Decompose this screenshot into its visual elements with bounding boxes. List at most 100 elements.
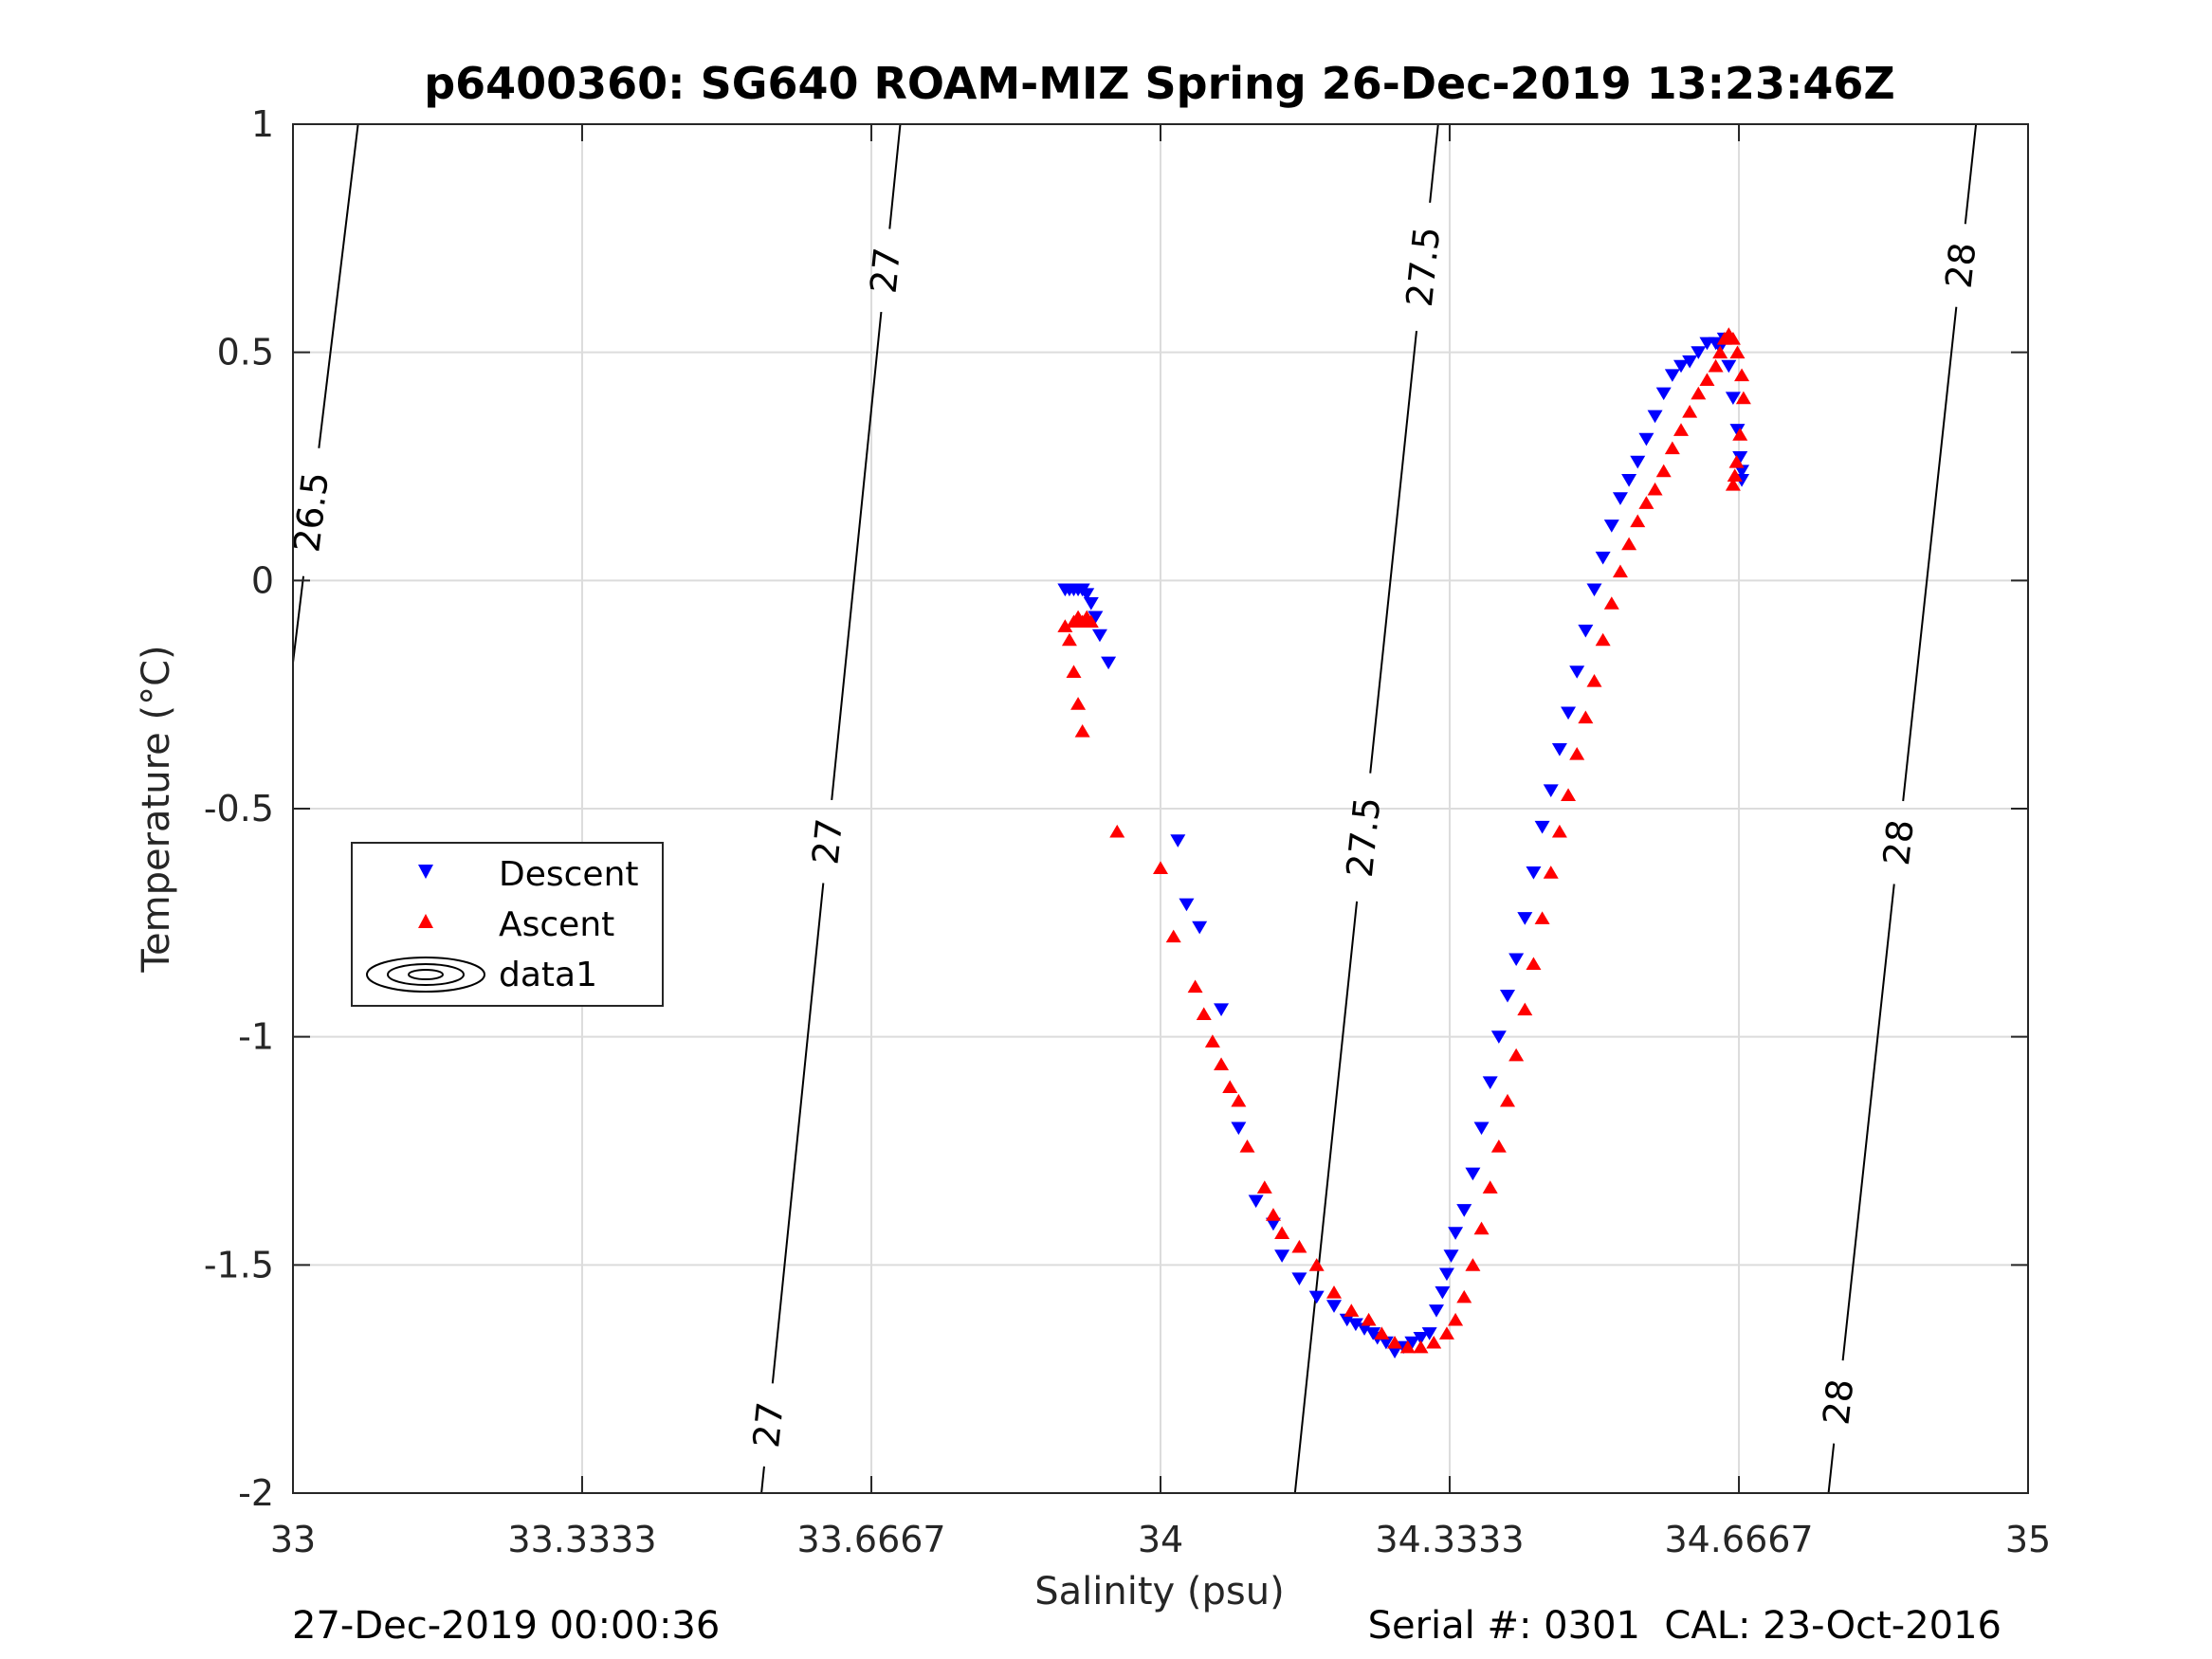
ascent-marker <box>1729 345 1746 359</box>
ascent-marker <box>1387 1335 1403 1349</box>
ascent-marker <box>1561 788 1577 801</box>
descent-marker <box>1357 1322 1373 1336</box>
ascent-marker <box>1727 468 1743 483</box>
descent-marker <box>1526 866 1542 880</box>
y-tick-label: 0 <box>251 559 274 601</box>
ascent-marker <box>1399 1340 1416 1354</box>
descent-marker <box>1482 1076 1498 1089</box>
descent-marker <box>1729 424 1746 437</box>
descent-marker <box>1308 1290 1325 1304</box>
contour-line-27 <box>831 311 883 801</box>
descent-marker <box>1612 492 1628 505</box>
contour-label-28: 28 <box>1815 1376 1861 1427</box>
ascent-marker <box>1109 824 1125 838</box>
ascent-marker <box>1187 979 1203 994</box>
descent-marker <box>1603 520 1619 533</box>
descent-marker <box>1428 1304 1444 1318</box>
descent-marker <box>1508 953 1525 967</box>
ascent-marker <box>1734 368 1750 382</box>
ascent-marker <box>1344 1304 1360 1317</box>
descent-marker <box>1490 1030 1507 1044</box>
chart-title: p6400360: SG640 ROAM-MIZ Spring 26-Dec-2… <box>424 58 1895 109</box>
ascent-marker <box>1165 929 1181 943</box>
ascent-marker <box>1647 482 1663 496</box>
descent-marker <box>1265 1217 1281 1231</box>
descent-marker <box>1721 359 1737 374</box>
ascent-marker <box>1708 358 1724 373</box>
ascent-marker <box>1612 564 1628 578</box>
ascent-marker <box>1465 1258 1481 1271</box>
descent-marker <box>1170 834 1186 848</box>
ascent-marker <box>1621 537 1637 551</box>
descent-marker <box>1448 1227 1464 1240</box>
legend-box <box>351 842 664 1007</box>
descent-marker <box>1231 1121 1247 1136</box>
ascent-marker <box>1569 747 1585 760</box>
descent-marker <box>1655 387 1672 401</box>
ascent-series <box>1057 327 1751 1354</box>
ascent-marker <box>1482 1180 1498 1194</box>
ascent-marker <box>1196 1007 1212 1020</box>
ascent-marker <box>1426 1335 1442 1349</box>
descent-marker <box>1192 921 1208 935</box>
descent-marker <box>1248 1194 1264 1209</box>
descent-marker <box>1435 1285 1451 1300</box>
footer-serial-cal: Serial #: 0301 CAL: 23-Oct-2016 <box>1367 1604 2002 1648</box>
descent-marker <box>1578 624 1594 638</box>
descent-marker <box>1088 611 1104 625</box>
ascent-marker <box>1508 1048 1525 1062</box>
contour-label-27: 27 <box>745 1400 792 1450</box>
ascent-marker <box>1438 1326 1454 1340</box>
ascent-marker <box>1291 1239 1307 1253</box>
contour-line-26.5 <box>292 575 305 664</box>
ascent-marker <box>1490 1139 1507 1153</box>
y-tick-label: 1 <box>251 103 274 145</box>
footer-timestamp: 27-Dec-2019 00:00:36 <box>292 1604 721 1648</box>
ascent-marker <box>1456 1289 1472 1304</box>
x-tick-label: 33 <box>270 1519 316 1560</box>
contour-line-28 <box>1841 884 1895 1361</box>
y-tick-label: -1.5 <box>204 1244 274 1285</box>
descent-series <box>1057 332 1750 1358</box>
ascent-marker <box>1517 1002 1533 1016</box>
contour-line-26.5 <box>318 123 359 448</box>
ascent-marker <box>1664 441 1680 455</box>
contour-label-27: 27 <box>804 816 850 866</box>
contour-line-28 <box>1827 1443 1836 1494</box>
legend-descent-marker <box>418 865 433 879</box>
ascent-marker <box>1638 496 1654 509</box>
contour-line-27.5 <box>1293 901 1359 1494</box>
descent-marker <box>1543 784 1559 797</box>
ascent-marker <box>1413 1340 1429 1354</box>
x-tick-label: 33.6667 <box>796 1519 945 1560</box>
descent-marker <box>1079 588 1095 601</box>
descent-marker <box>1179 898 1195 912</box>
descent-marker <box>1517 912 1533 925</box>
ascent-marker <box>1578 710 1594 724</box>
ascent-marker <box>1308 1258 1325 1271</box>
contour-label-27: 27 <box>863 246 909 296</box>
descent-marker <box>1621 474 1637 487</box>
axis-ticks: 33 33.3333 33.6667 34 34.3333 34.6667 35 -2 -1.5… <box>204 103 2051 1560</box>
y-tick-label: -2 <box>238 1472 274 1514</box>
contour-label-27.5: 27.5 <box>1339 795 1389 880</box>
descent-marker <box>1732 450 1748 465</box>
descent-marker <box>1561 706 1577 720</box>
y-tick-label: -1 <box>238 1016 274 1058</box>
ascent-marker <box>1673 423 1689 436</box>
ascent-marker <box>1083 614 1099 629</box>
ascent-marker <box>1265 1208 1281 1221</box>
ascent-marker <box>1655 464 1672 478</box>
ascent-marker <box>1595 632 1611 647</box>
ascent-marker <box>1630 514 1646 528</box>
ascent-marker <box>1473 1221 1490 1235</box>
x-tick-label: 34.3333 <box>1375 1519 1524 1560</box>
ascent-marker <box>1682 405 1698 418</box>
ascent-marker <box>1732 428 1748 441</box>
contour-line-27 <box>760 1466 765 1494</box>
ascent-marker <box>1057 619 1073 632</box>
descent-marker <box>1339 1313 1355 1327</box>
ascent-marker <box>1500 1093 1515 1107</box>
